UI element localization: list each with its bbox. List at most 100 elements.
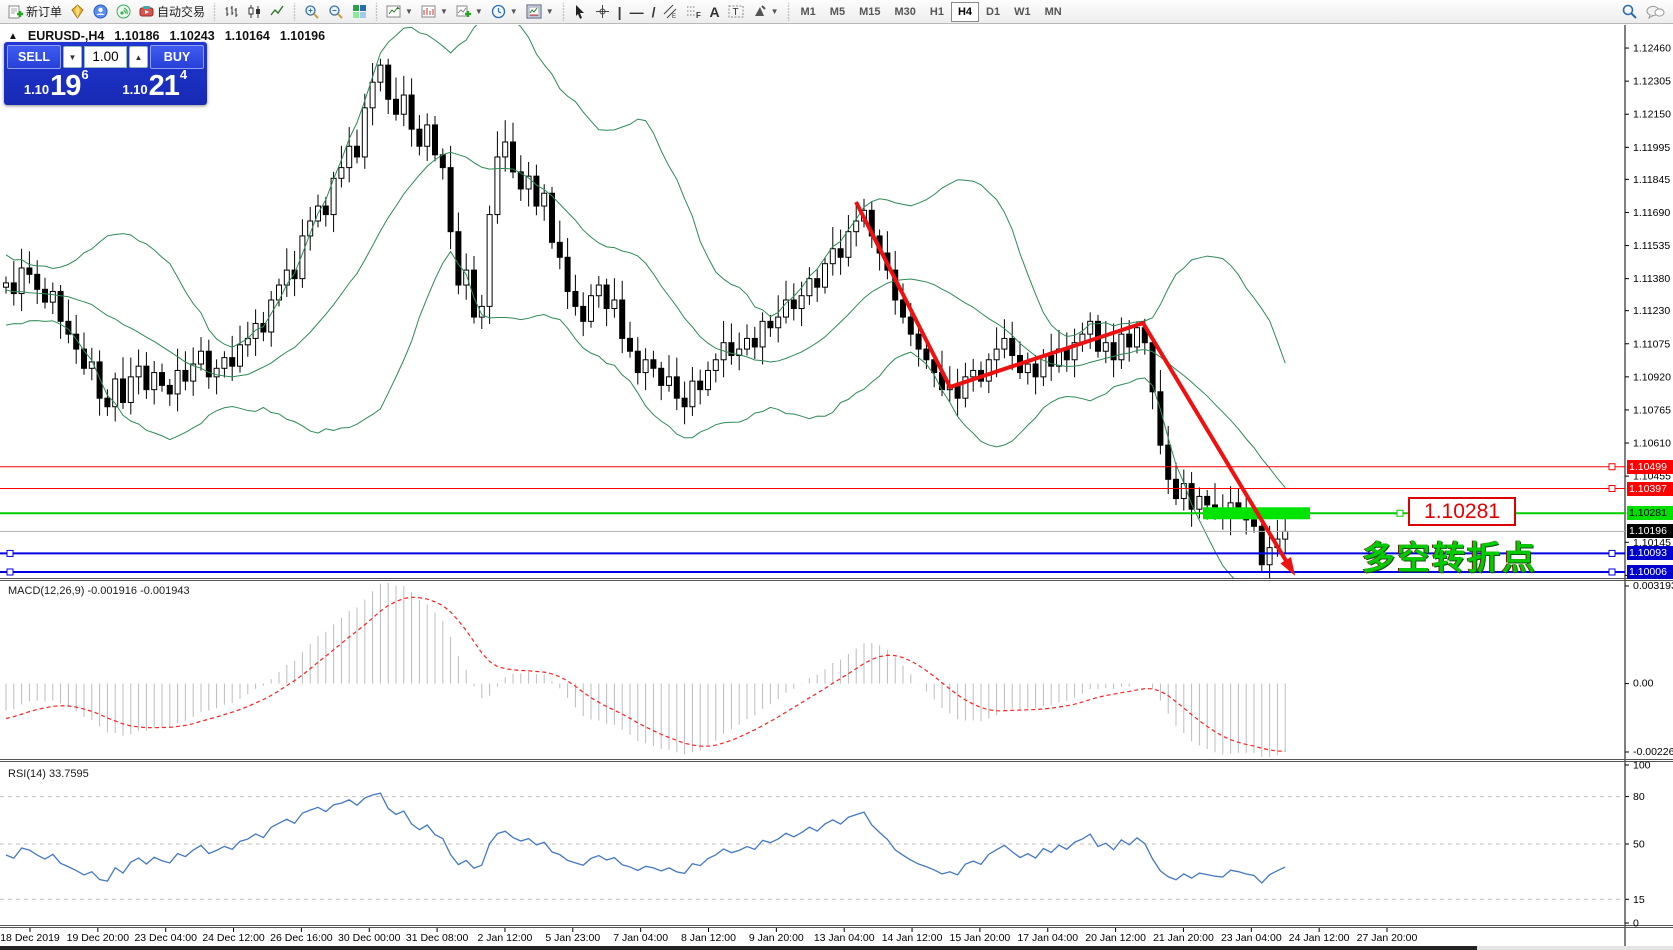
line-handle[interactable] bbox=[1608, 463, 1616, 471]
candle[interactable] bbox=[408, 94, 415, 130]
candle[interactable] bbox=[26, 267, 33, 275]
candle[interactable] bbox=[588, 295, 594, 322]
candle[interactable] bbox=[627, 337, 633, 352]
candle[interactable] bbox=[744, 337, 750, 350]
zoom-out-button[interactable] bbox=[324, 2, 348, 22]
volume-increase-button[interactable]: ▲ bbox=[129, 46, 148, 68]
candle[interactable] bbox=[18, 267, 25, 295]
sell-button[interactable]: SELL bbox=[7, 45, 61, 69]
candle[interactable] bbox=[962, 376, 969, 399]
candle[interactable] bbox=[736, 348, 743, 356]
candle[interactable] bbox=[198, 350, 204, 365]
candle[interactable] bbox=[346, 145, 353, 169]
horizontal-line-tool-button[interactable]: — bbox=[626, 3, 648, 21]
candle[interactable] bbox=[34, 273, 41, 290]
candle[interactable] bbox=[541, 192, 548, 207]
candle[interactable] bbox=[564, 256, 571, 292]
candle[interactable] bbox=[798, 295, 805, 310]
line-handle[interactable] bbox=[1608, 485, 1616, 493]
candle[interactable] bbox=[751, 337, 758, 348]
candle[interactable] bbox=[416, 128, 423, 147]
candle[interactable] bbox=[1180, 483, 1187, 500]
trendline-tool-button[interactable]: / bbox=[648, 3, 660, 21]
candle[interactable] bbox=[151, 372, 158, 391]
candle[interactable] bbox=[829, 248, 836, 265]
candle[interactable] bbox=[533, 175, 540, 207]
sell-price-quote[interactable]: 1.10 19 6 bbox=[7, 67, 106, 101]
candle[interactable] bbox=[104, 397, 111, 408]
candle[interactable] bbox=[1087, 320, 1094, 335]
text-tool-button[interactable]: A bbox=[705, 3, 723, 21]
candle[interactable] bbox=[549, 192, 555, 243]
timeframe-button-m30[interactable]: M30 bbox=[894, 5, 916, 18]
candle[interactable] bbox=[135, 365, 142, 378]
new-chart-button[interactable]: ▼ bbox=[382, 2, 417, 21]
candle[interactable] bbox=[525, 175, 532, 190]
candle[interactable] bbox=[159, 372, 165, 386]
candle[interactable] bbox=[697, 380, 704, 391]
candle[interactable] bbox=[385, 64, 392, 100]
tile-windows-button[interactable] bbox=[348, 2, 371, 21]
candle[interactable] bbox=[81, 348, 87, 369]
candle[interactable] bbox=[1048, 354, 1055, 367]
candle[interactable] bbox=[1071, 342, 1078, 361]
candle[interactable] bbox=[572, 290, 579, 307]
candle[interactable] bbox=[361, 107, 368, 158]
candle[interactable] bbox=[424, 124, 431, 147]
news-button[interactable] bbox=[112, 2, 135, 21]
timeframe-button-h1[interactable]: H1 bbox=[929, 5, 944, 18]
candle[interactable] bbox=[1032, 363, 1039, 378]
candle[interactable] bbox=[143, 365, 150, 391]
candle[interactable] bbox=[954, 384, 961, 399]
candle[interactable] bbox=[814, 278, 821, 288]
new-order-button[interactable]: 新订单 bbox=[4, 1, 66, 22]
candle[interactable] bbox=[1024, 363, 1031, 374]
cursor-tool-button[interactable] bbox=[569, 2, 591, 21]
candle[interactable] bbox=[1157, 391, 1164, 446]
candle[interactable] bbox=[299, 235, 306, 280]
profiles-button[interactable]: ▼ bbox=[417, 2, 452, 21]
candle[interactable] bbox=[322, 205, 329, 216]
candle[interactable] bbox=[502, 141, 509, 158]
candle[interactable] bbox=[221, 357, 228, 369]
label-tool-button[interactable]: T bbox=[724, 2, 748, 21]
price-callout-label[interactable]: 1.10281 bbox=[1408, 497, 1516, 526]
candle[interactable] bbox=[728, 342, 735, 356]
timeframe-button-h4[interactable]: H4 bbox=[950, 1, 979, 22]
candle[interactable] bbox=[1118, 333, 1125, 361]
crosshair-tool-button[interactable] bbox=[591, 2, 614, 21]
candle[interactable] bbox=[1165, 444, 1172, 480]
periods-button[interactable]: ▼ bbox=[487, 2, 522, 21]
line-handle[interactable] bbox=[1608, 549, 1616, 557]
line-handle[interactable] bbox=[6, 568, 14, 576]
candle[interactable] bbox=[10, 282, 17, 295]
bollinger-lower[interactable] bbox=[5, 250, 1285, 616]
candle[interactable] bbox=[681, 397, 688, 408]
timeframe-button-w1[interactable]: W1 bbox=[1014, 5, 1031, 18]
candle[interactable] bbox=[494, 156, 501, 216]
candle[interactable] bbox=[1134, 327, 1140, 348]
arrows-tool-button[interactable]: ▼ bbox=[748, 2, 783, 21]
candle[interactable] bbox=[1001, 337, 1008, 350]
candlestick-mode-button[interactable] bbox=[243, 2, 266, 21]
candle[interactable] bbox=[666, 376, 672, 386]
candle[interactable] bbox=[190, 363, 197, 382]
candle[interactable] bbox=[837, 248, 844, 258]
macd-signal-line[interactable] bbox=[5, 596, 1286, 752]
buy-price-quote[interactable]: 1.10 21 4 bbox=[106, 67, 205, 101]
volume-input[interactable]: 1.00 bbox=[84, 46, 127, 68]
candle[interactable] bbox=[73, 333, 80, 350]
vertical-line-tool-button[interactable]: | bbox=[614, 3, 626, 21]
candle[interactable] bbox=[1110, 342, 1117, 361]
candle[interactable] bbox=[634, 350, 641, 374]
candle[interactable] bbox=[96, 361, 103, 399]
timeframe-button-m5[interactable]: M5 bbox=[829, 5, 846, 18]
candle[interactable] bbox=[767, 320, 774, 329]
candle[interactable] bbox=[486, 214, 493, 307]
candle[interactable] bbox=[120, 378, 126, 403]
candle[interactable] bbox=[790, 299, 797, 310]
candle[interactable] bbox=[400, 94, 407, 115]
bollinger-upper[interactable] bbox=[5, 19, 1286, 364]
line-handle[interactable] bbox=[1396, 509, 1404, 517]
